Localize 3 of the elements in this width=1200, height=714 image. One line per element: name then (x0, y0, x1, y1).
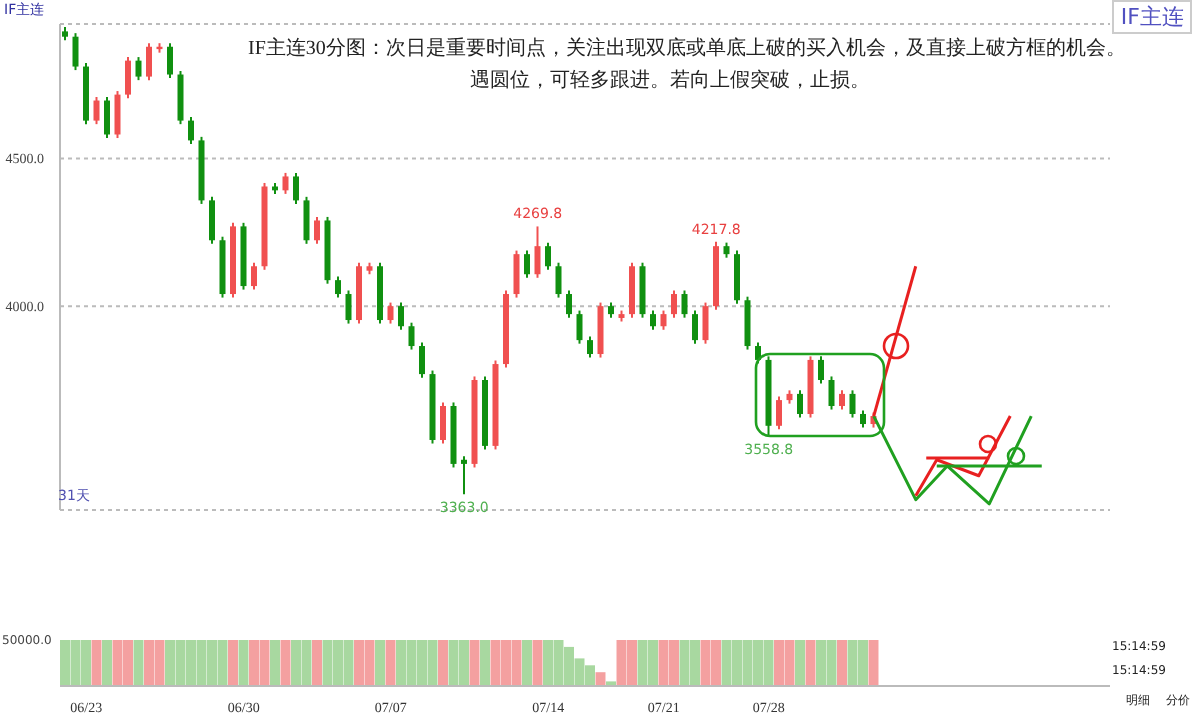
text: IF主连 (1112, 0, 1192, 34)
text: IF主连30分图：次日是重要时间点，关注出现双底或单底上破的买入机会，及直接上破方框的机会。 (248, 35, 1126, 62)
text: 遇圆位，可轻多跟进。若向上假突破，止损。 (470, 67, 870, 94)
